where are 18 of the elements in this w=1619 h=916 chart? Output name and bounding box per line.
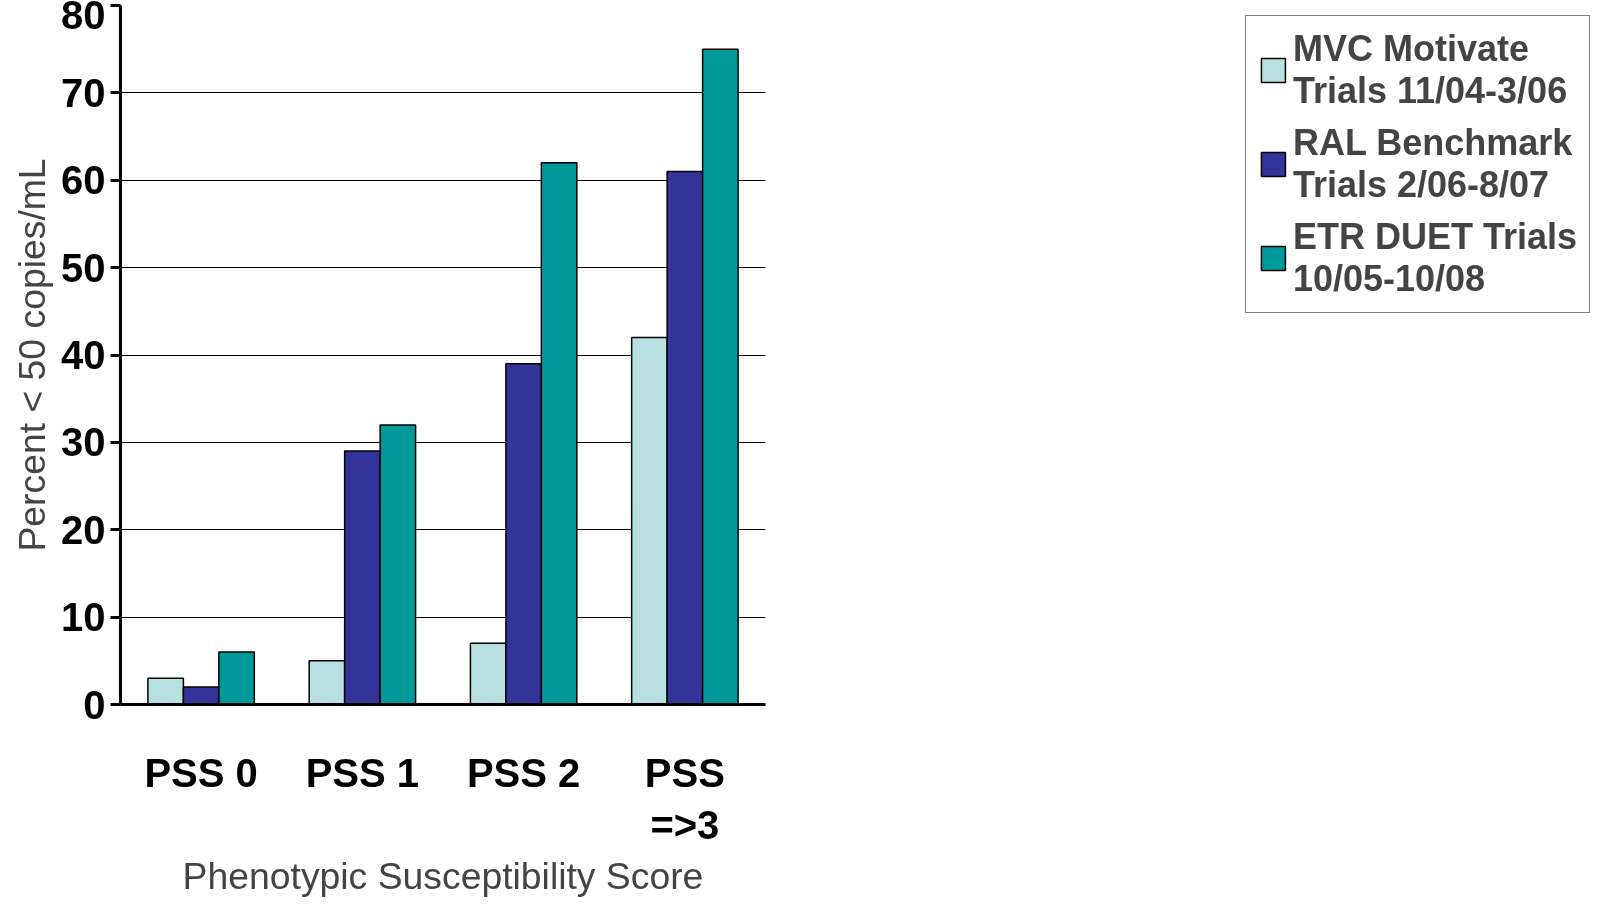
y-tick-label: 0 bbox=[83, 682, 106, 727]
y-tick-label: 40 bbox=[61, 333, 106, 377]
x-tick-label: PSS 1 bbox=[305, 750, 420, 795]
x-tick-label: PSS 2 bbox=[466, 750, 581, 795]
y-tick-label: 70 bbox=[61, 70, 106, 115]
y-tick-label: 80 bbox=[61, 0, 106, 37]
x-tick-label: PSS 0 bbox=[144, 750, 258, 795]
x-tick-label: PSS =>3 bbox=[644, 750, 725, 848]
y-tick-label: 50 bbox=[61, 245, 106, 290]
legend-label: ETR DUET Trials 10/05-10/08 bbox=[1292, 216, 1577, 300]
legend-label: MVC Motivate Trials 11/04-3/06 bbox=[1292, 28, 1568, 112]
y-tick-label: 20 bbox=[61, 507, 106, 552]
y-tick-label: 60 bbox=[61, 158, 106, 203]
y-tick-label: 30 bbox=[61, 420, 106, 465]
legend-label: RAL Benchmark Trials 2/06-8/07 bbox=[1292, 122, 1573, 206]
y-axis-title: Percent < 50 copies/mL bbox=[11, 158, 54, 552]
y-tick-label: 10 bbox=[61, 595, 106, 640]
x-axis-title: Phenotypic Susceptibility Score bbox=[182, 855, 704, 898]
